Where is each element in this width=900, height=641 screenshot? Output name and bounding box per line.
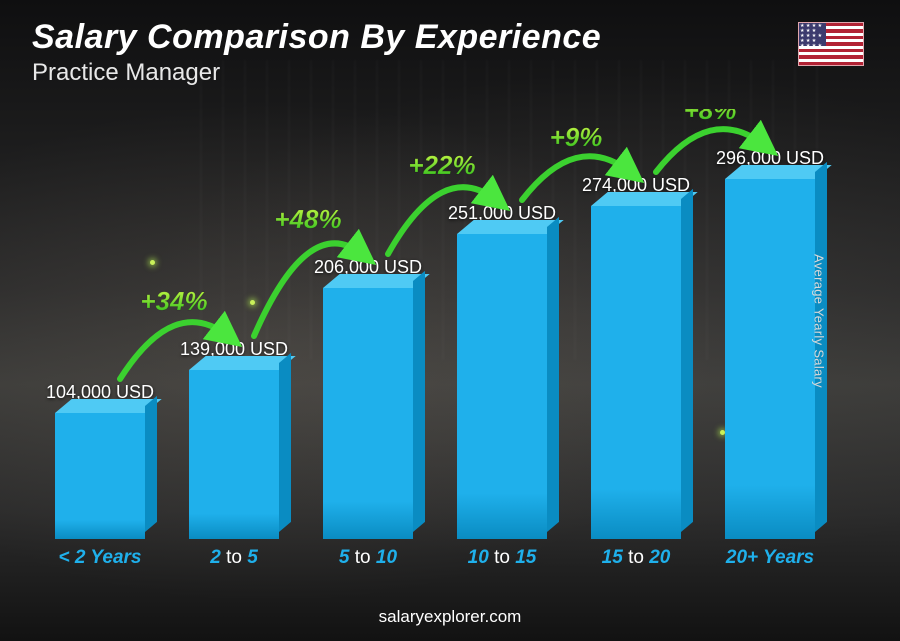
labels-row: < 2 Years 2 to 5 5 to 10 10 to 15 15 to 20 20… — [40, 547, 830, 569]
bar — [323, 288, 413, 539]
bar-category-label: 2 to 5 — [174, 547, 294, 569]
footer-source: salaryexplorer.com — [0, 607, 900, 627]
bar-slot: 206,000 USD — [308, 257, 428, 539]
bar-slot: 139,000 USD — [174, 339, 294, 539]
header: Salary Comparison By Experience Practice… — [32, 18, 868, 87]
bar-category-label: < 2 Years — [40, 547, 160, 569]
bar — [457, 234, 547, 539]
bar-category-label: 5 to 10 — [308, 547, 428, 569]
bar-slot: 274,000 USD — [576, 175, 696, 539]
bar-category-label: 20+ Years — [710, 547, 830, 569]
bar-category-label: 15 to 20 — [576, 547, 696, 569]
bar-slot: 251,000 USD — [442, 203, 562, 539]
bar — [725, 179, 815, 539]
us-flag-icon — [798, 22, 864, 66]
bar-slot: 104,000 USD — [40, 382, 160, 539]
bar — [55, 413, 145, 539]
bar — [189, 370, 279, 539]
page-subtitle: Practice Manager — [32, 59, 868, 87]
bar — [591, 206, 681, 539]
page-title: Salary Comparison By Experience — [32, 18, 868, 57]
bars-row: 104,000 USD139,000 USD206,000 USD251,000… — [40, 109, 830, 539]
salary-bar-chart: +34%+48%+22%+9%+8% 104,000 USD139,000 US… — [40, 109, 830, 569]
y-axis-label: Average Yearly Salary — [812, 254, 827, 388]
bar-category-label: 10 to 15 — [442, 547, 562, 569]
